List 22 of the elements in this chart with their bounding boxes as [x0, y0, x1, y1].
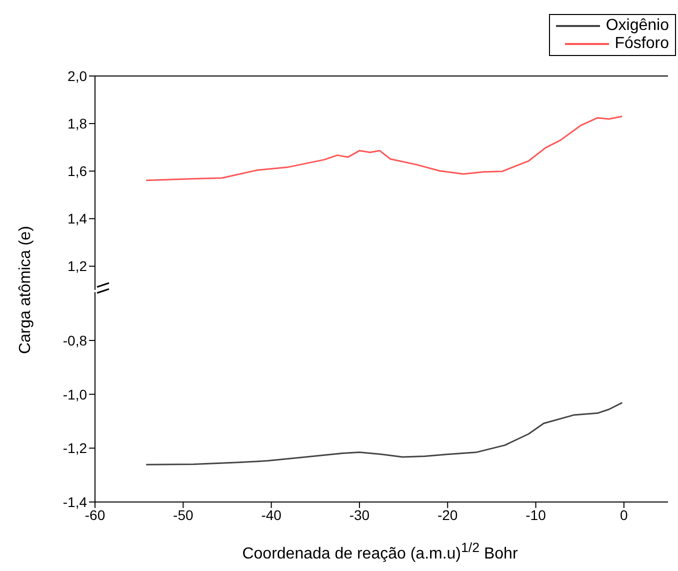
- legend-label: Oxigênio: [606, 17, 669, 35]
- y-tick-label: 1,8: [68, 116, 88, 132]
- line-series: [145, 116, 623, 182]
- x-tick-label: -30: [349, 506, 370, 523]
- y-tick-label: 2,0: [68, 68, 88, 84]
- y-tick-label: -1,4: [62, 494, 88, 510]
- x-tick-label: -20: [438, 506, 458, 523]
- y-axis-title: Carga atômica (e): [17, 226, 35, 354]
- x-tick-label: 0: [620, 506, 628, 523]
- y-tick-label: -1,2: [62, 440, 88, 456]
- x-tick-label: -60: [84, 506, 106, 523]
- legend-label: Fósforo: [614, 35, 669, 53]
- y-tick-label: 1,6: [68, 163, 88, 180]
- y-tick-label: -0,8: [62, 332, 88, 348]
- y-tick-label: 1,2: [68, 258, 88, 274]
- line-series: [145, 402, 623, 466]
- x-tick-label: -50: [173, 506, 194, 523]
- y-tick-label: -1,0: [62, 386, 88, 402]
- x-axis-title: Coordenada de reação (a.m.u)$^{1/2}$ Bohr: [242, 540, 518, 564]
- x-tick-label: -10: [526, 506, 546, 523]
- y-tick-label: 1,4: [68, 210, 88, 227]
- x-tick-label: -40: [261, 506, 282, 523]
